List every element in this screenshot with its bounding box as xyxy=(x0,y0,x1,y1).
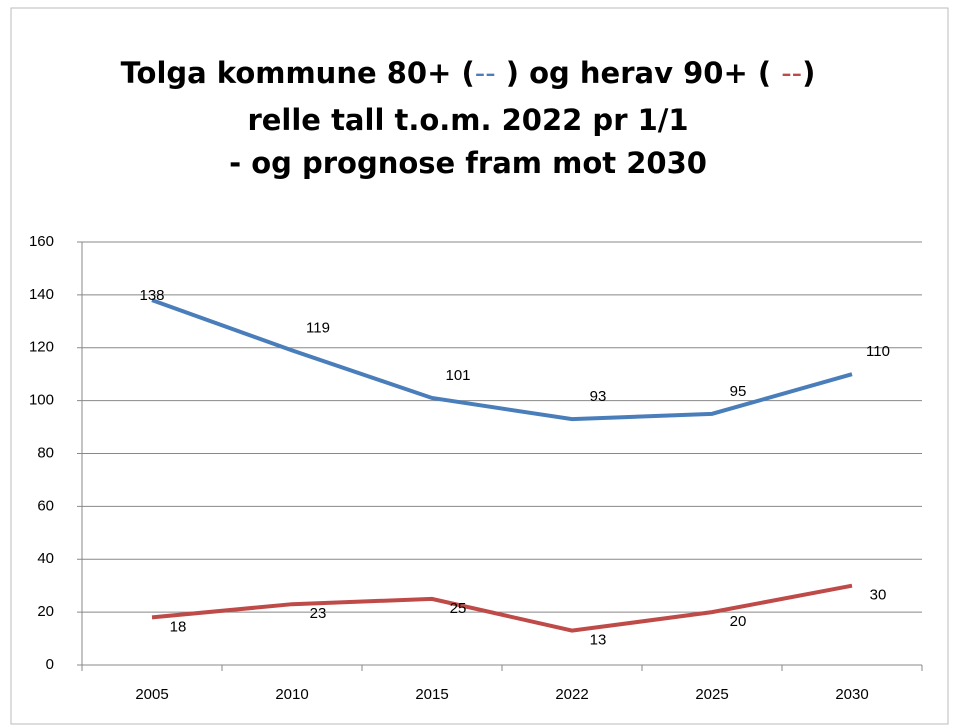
y-tick-label: 100 xyxy=(29,392,54,409)
data-label: 110 xyxy=(866,343,890,360)
data-label: 23 xyxy=(310,605,327,622)
data-label: 25 xyxy=(450,600,467,617)
data-label: 13 xyxy=(590,632,607,649)
x-tick-label: 2010 xyxy=(275,686,308,703)
x-tick-label: 2025 xyxy=(695,686,728,703)
x-tick-label: 2030 xyxy=(835,686,868,703)
y-tick-label: 20 xyxy=(37,603,54,620)
chart-title: Tolga kommune 80+ (-- ) og herav 90+ ( -… xyxy=(121,56,816,90)
chart-title: relle tall t.o.m. 2022 pr 1/1 xyxy=(247,103,688,137)
chart-title: - og prognose fram mot 2030 xyxy=(229,146,707,180)
x-tick-label: 2005 xyxy=(135,686,168,703)
data-label: 101 xyxy=(445,367,470,384)
y-tick-label: 140 xyxy=(29,286,54,303)
data-label: 95 xyxy=(730,383,747,400)
x-tick-label: 2022 xyxy=(555,686,588,703)
data-label: 138 xyxy=(139,287,164,304)
y-tick-label: 40 xyxy=(37,550,54,567)
y-tick-label: 160 xyxy=(29,233,54,250)
y-tick-label: 0 xyxy=(46,656,54,673)
y-tick-label: 60 xyxy=(37,497,54,514)
y-tick-label: 80 xyxy=(37,444,54,461)
data-label: 119 xyxy=(306,319,330,336)
data-label: 18 xyxy=(170,618,187,635)
y-tick-label: 120 xyxy=(29,339,54,356)
x-tick-label: 2015 xyxy=(415,686,448,703)
data-label: 93 xyxy=(590,388,607,405)
chart-frame xyxy=(10,7,949,725)
series-line xyxy=(151,583,853,633)
series-line xyxy=(151,298,853,422)
data-label: 20 xyxy=(730,613,747,630)
data-label: 30 xyxy=(870,587,887,604)
